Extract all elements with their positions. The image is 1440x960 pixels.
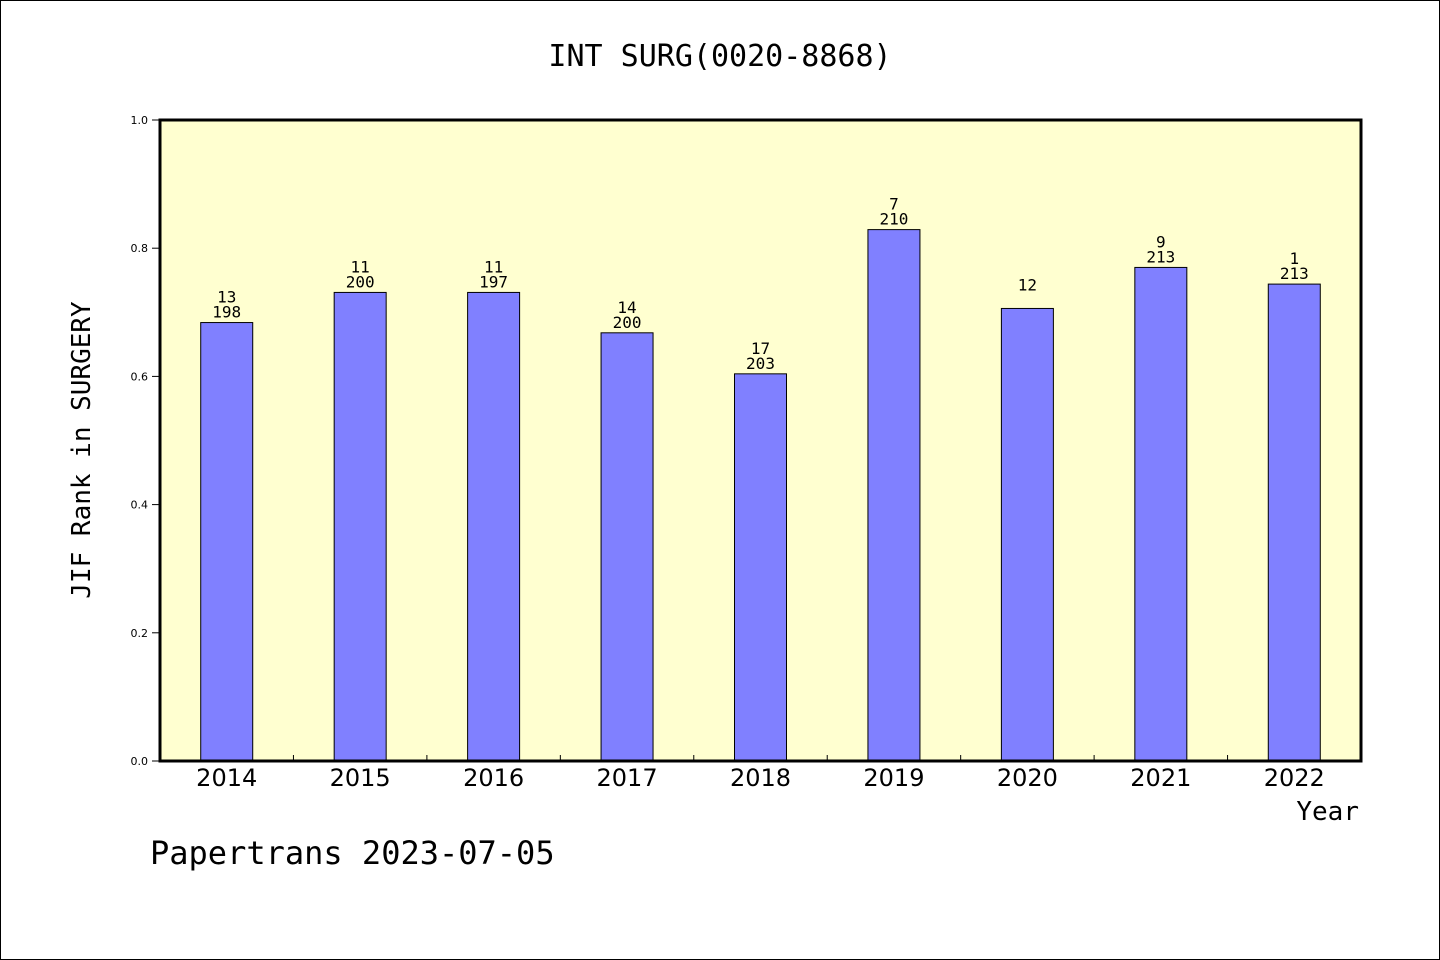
y-tick-label: 0.4 xyxy=(131,499,149,512)
bar-rank-label: 11 xyxy=(351,257,370,276)
bar-2018 xyxy=(734,373,787,762)
x-tick-label: 2019 xyxy=(863,764,924,792)
bar-2015 xyxy=(333,291,387,762)
x-axis-label: Year xyxy=(1296,797,1359,827)
x-tick-label: 2015 xyxy=(330,764,391,792)
x-tick-label: 2016 xyxy=(463,764,524,792)
bar-total-label: 200 xyxy=(613,313,642,332)
x-tick-label: 2020 xyxy=(997,764,1058,792)
x-tick-label: 2018 xyxy=(730,764,791,792)
bar-total-label: 203 xyxy=(746,354,775,373)
x-tick-label: 2021 xyxy=(1130,764,1191,792)
bar-2017 xyxy=(600,332,654,762)
bar-rank-label: 1 xyxy=(1289,249,1299,268)
footer-watermark: Papertrans 2023-07-05 xyxy=(150,834,555,872)
y-tick-label: 0.0 xyxy=(131,755,149,768)
bar-rank-label: 11 xyxy=(484,257,503,276)
y-axis: 0.0 0.2 0.4 0.6 0.8 1.0 xyxy=(131,114,160,768)
plot-border xyxy=(158,118,1363,763)
bar-total-label: 210 xyxy=(879,210,908,229)
bar-2020 xyxy=(1000,307,1054,762)
bar-total-label: 200 xyxy=(346,272,375,291)
y-tick-label: 0.2 xyxy=(131,627,149,640)
y-tick-label: 0.6 xyxy=(131,370,149,383)
bar-2019 xyxy=(867,229,921,762)
bar-rank-label: 9 xyxy=(1156,232,1166,251)
bar-rank-label: 13 xyxy=(217,288,236,307)
x-tick-label: 2014 xyxy=(196,764,257,792)
bar-2016 xyxy=(467,291,521,762)
bar-total-label: 213 xyxy=(1280,264,1309,283)
bar-2014 xyxy=(200,322,254,762)
y-tick-label: 1.0 xyxy=(131,114,149,127)
chart-title: INT SURG(0020-8868) xyxy=(548,39,891,74)
x-tick-label: 2017 xyxy=(597,764,658,792)
y-axis-label: JIF Rank in SURGERY xyxy=(67,301,97,599)
bar-rank-label: 7 xyxy=(889,195,899,214)
bar-total-label: 213 xyxy=(1146,247,1175,266)
y-tick-label: 0.8 xyxy=(131,242,149,255)
bar-rank-label: 14 xyxy=(617,298,636,317)
bar-total-label: 198 xyxy=(212,303,241,322)
bar-rank-label: 12 xyxy=(1018,275,1037,294)
bar-2021 xyxy=(1134,266,1188,762)
bar-2022 xyxy=(1267,283,1321,762)
bars xyxy=(200,229,1321,762)
x-axis: 2014 2015 2016 2017 2018 2019 2020 2021 2022 xyxy=(196,755,1325,792)
x-tick-label: 2022 xyxy=(1264,764,1325,792)
bar-total-label: 197 xyxy=(479,272,508,291)
bar-rank-label: 17 xyxy=(751,339,770,358)
